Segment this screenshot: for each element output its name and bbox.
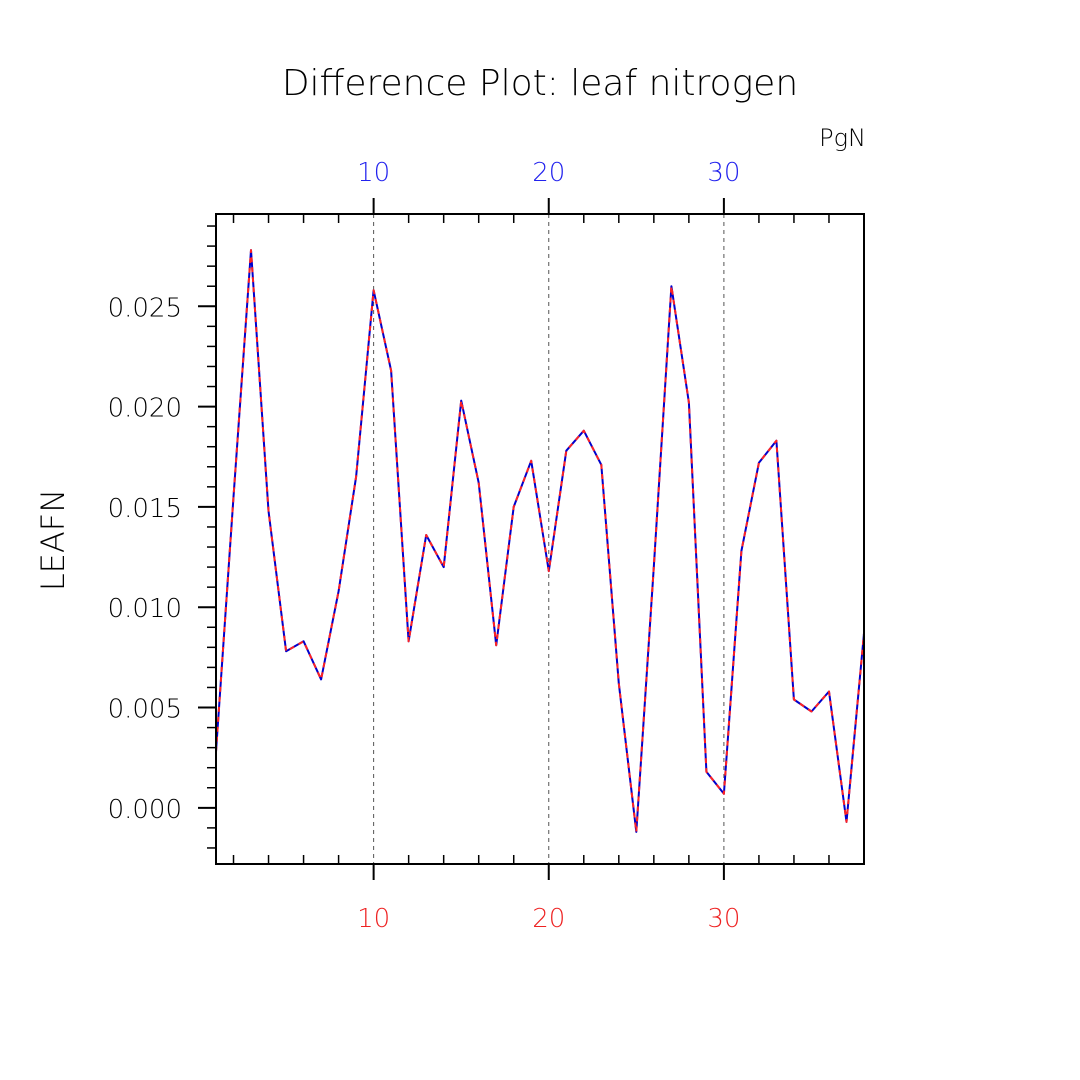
y-tick-label: 0.025	[108, 293, 182, 323]
y-tick-label: 0.010	[108, 594, 182, 624]
y-tick-label: 0.005	[108, 695, 182, 725]
tick-labels: 10 10 20 20 30 30 0.000 0.005 0.010 0.015 0.020 0.0…	[108, 158, 741, 934]
x-tick-label-bottom: 10	[357, 904, 390, 934]
x-tick-label-bottom: 30	[707, 904, 740, 934]
y-axis-label: LEAFN	[34, 489, 72, 591]
y-tick-label: 0.000	[108, 795, 182, 825]
y-tick-label: 0.020	[108, 394, 182, 424]
series-line	[215, 249, 865, 833]
x-tick-label-top: 30	[707, 158, 740, 188]
units-label: PgN	[819, 124, 866, 152]
y-tick-label: 0.015	[108, 494, 182, 524]
series-line	[215, 249, 865, 833]
plot-frame	[215, 213, 865, 865]
data-series	[215, 249, 865, 833]
x-tick-label-top: 10	[357, 158, 390, 188]
axis-ticks	[198, 198, 830, 880]
x-tick-label-bottom: 20	[532, 904, 565, 934]
x-tick-label-top: 20	[532, 158, 565, 188]
chart-title: Difference Plot: leaf nitrogen	[282, 63, 798, 104]
